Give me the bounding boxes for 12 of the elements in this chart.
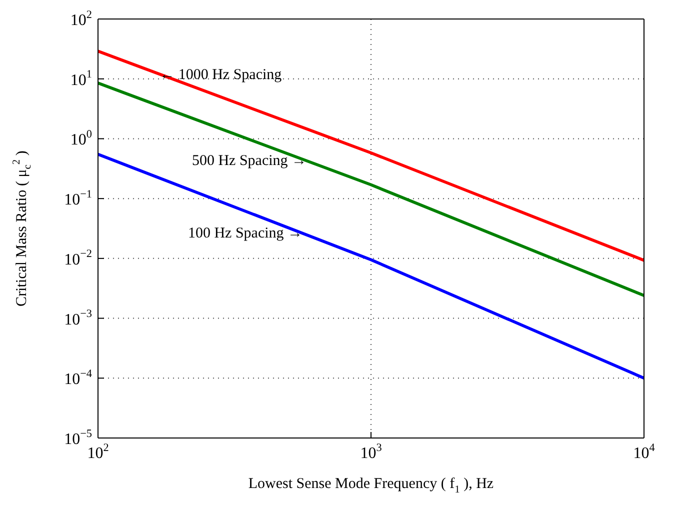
y-tick-label: 10$^{0}$ <box>70 128 92 149</box>
x-tick-label: 10$^{4}$ <box>633 442 656 462</box>
annotation: 100 Hz Spacing → <box>188 226 303 242</box>
x-axis-title: Lowest Sense Mode Frequency ( f$_{1}$ ), Hz <box>248 476 494 496</box>
y-tick-label: 10$^{−1}$ <box>64 188 92 209</box>
y-tick-label: 10$^{−3}$ <box>64 308 92 328</box>
y-tick-label: 10$^{−2}$ <box>64 248 92 268</box>
y-tick-label: 10$^{1}$ <box>70 68 92 89</box>
y-tick-label: 10$^{−4}$ <box>64 368 92 388</box>
annotation: 500 Hz Spacing → <box>192 153 307 170</box>
y-tick-label: 10$^{2}$ <box>70 8 92 29</box>
x-tick-label: 10$^{3}$ <box>360 442 382 462</box>
